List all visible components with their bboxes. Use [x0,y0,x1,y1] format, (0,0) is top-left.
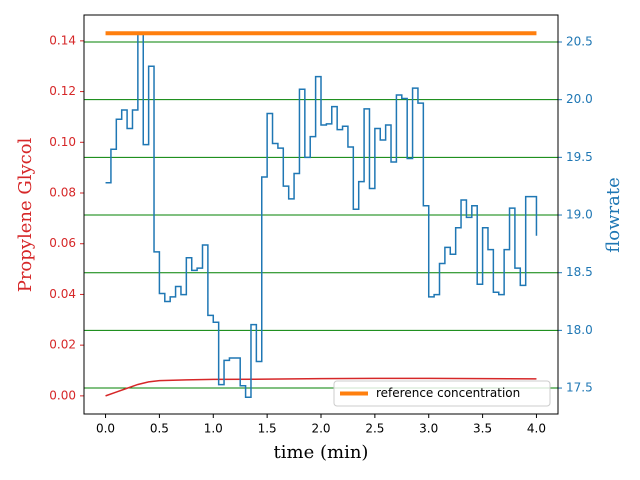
x-tick-label: 0.0 [96,422,115,436]
y-tick-label: 0.10 [49,135,76,149]
plot-frame [83,14,559,415]
y2-tick-label: 18.5 [566,265,593,279]
x-tick-label: 3.5 [473,422,492,436]
y2-tick-label: 19.5 [566,150,593,164]
y-tick-label: 0.00 [49,388,76,402]
x-tick-label: 2.5 [365,422,384,436]
legend: reference concentration [333,380,551,407]
legend-label: reference concentration [376,386,520,400]
y2-axis-label: flowrate [603,177,624,252]
y-axis-label: Propylene Glycol [15,137,36,292]
x-tick-label: 1.5 [258,422,277,436]
x-tick-label: 4.0 [527,422,546,436]
y-tick-label: 0.06 [49,236,76,250]
y2-tick-label: 17.5 [566,381,593,395]
y-tick-label: 0.12 [49,84,76,98]
y2-tick-label: 20.5 [566,34,593,48]
y-tick-label: 0.02 [49,338,76,352]
x-tick-label: 2.0 [311,422,330,436]
y2-tick-label: 18.0 [566,323,593,337]
y-tick-label: 0.08 [49,186,76,200]
series-line [105,377,537,397]
x-tick-label: 3.0 [419,422,438,436]
x-axis-label: time (min) [274,442,369,463]
series-line [105,32,538,399]
x-tick-label: 0.5 [150,422,169,436]
y2-tick-label: 20.0 [566,92,593,106]
y-tick-label: 0.14 [49,33,76,47]
x-tick-label: 1.0 [204,422,223,436]
legend-box [333,380,551,407]
y-tick-label: 0.04 [49,287,76,301]
y2-tick-label: 19.0 [566,208,593,222]
